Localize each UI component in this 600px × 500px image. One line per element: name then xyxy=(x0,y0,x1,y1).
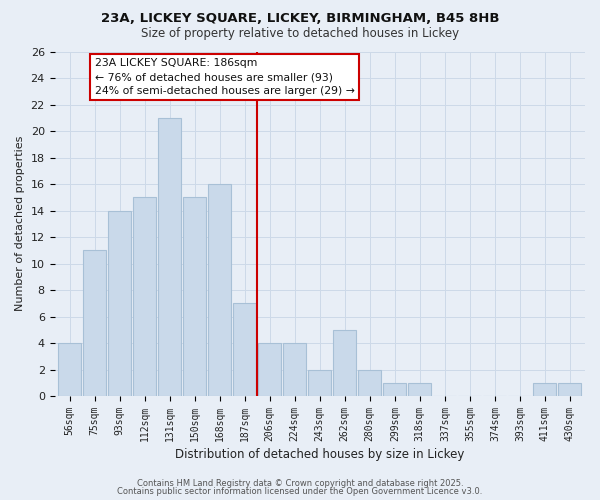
Text: 23A LICKEY SQUARE: 186sqm
← 76% of detached houses are smaller (93)
24% of semi-: 23A LICKEY SQUARE: 186sqm ← 76% of detac… xyxy=(95,58,355,96)
Text: Contains public sector information licensed under the Open Government Licence v3: Contains public sector information licen… xyxy=(118,487,482,496)
Text: Contains HM Land Registry data © Crown copyright and database right 2025.: Contains HM Land Registry data © Crown c… xyxy=(137,478,463,488)
Bar xyxy=(533,383,556,396)
Bar xyxy=(409,383,431,396)
Text: Size of property relative to detached houses in Lickey: Size of property relative to detached ho… xyxy=(141,28,459,40)
Bar xyxy=(333,330,356,396)
Bar xyxy=(83,250,106,396)
Bar xyxy=(108,210,131,396)
Bar xyxy=(383,383,406,396)
Bar xyxy=(58,343,81,396)
Bar xyxy=(258,343,281,396)
Bar xyxy=(559,383,581,396)
Bar xyxy=(358,370,382,396)
Bar xyxy=(283,343,306,396)
X-axis label: Distribution of detached houses by size in Lickey: Distribution of detached houses by size … xyxy=(175,448,464,461)
Y-axis label: Number of detached properties: Number of detached properties xyxy=(15,136,25,312)
Bar xyxy=(308,370,331,396)
Bar xyxy=(233,304,256,396)
Bar xyxy=(158,118,181,396)
Bar xyxy=(133,198,156,396)
Text: 23A, LICKEY SQUARE, LICKEY, BIRMINGHAM, B45 8HB: 23A, LICKEY SQUARE, LICKEY, BIRMINGHAM, … xyxy=(101,12,499,26)
Bar xyxy=(208,184,231,396)
Bar xyxy=(183,198,206,396)
